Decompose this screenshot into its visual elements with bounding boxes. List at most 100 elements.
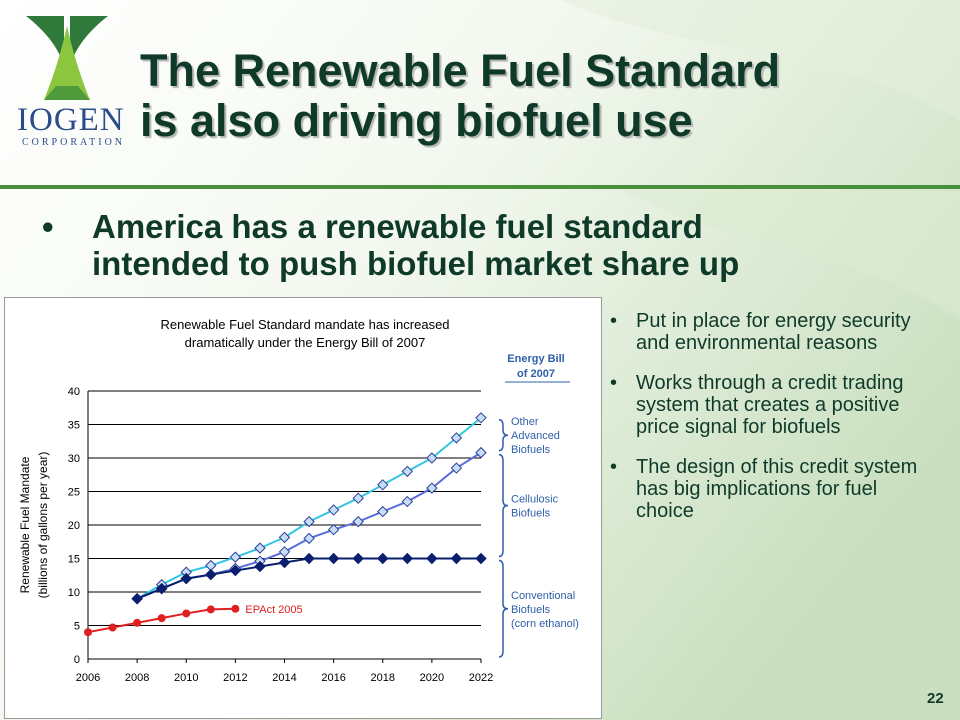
data-point [377,552,389,565]
data-point [352,515,364,528]
x-tick-label: 2012 [223,672,247,684]
x-tick-label: 2014 [272,672,296,684]
x-tick-label: 2018 [371,672,395,684]
category-brace [498,559,509,658]
data-point [84,628,92,637]
data-point [303,532,315,545]
category-label: Advanced [511,430,560,442]
y-tick-label: 25 [68,487,80,499]
data-point [229,551,242,563]
data-point [401,552,414,565]
data-point [303,552,315,565]
slide-title-line-1: The Renewable Fuel Standard [140,45,781,96]
side-bullet-text: Works through a credit trading system th… [636,372,904,438]
side-bullet-item: • Works through a credit trading system … [608,372,938,438]
data-point [352,492,364,504]
data-point [327,504,340,516]
data-point [426,452,438,464]
plot-area: 0 5 10 15 20 25 30 35 40 2006 2008 2010 2012 2014 2016… [18,386,579,684]
y-tick-label: 40 [68,386,80,398]
data-point [133,618,142,627]
data-point [475,552,487,565]
epact-series-label: EPAct 2005 [245,604,302,616]
data-point [278,556,291,569]
data-point [157,614,166,623]
energy-bill-label-line-2: of 2007 [517,368,555,380]
side-bullet-item: • Put in place for energy security and e… [608,310,938,354]
y-tick-label: 20 [68,520,80,532]
bullet-marker: • [42,208,54,245]
data-point [352,552,364,565]
chart-title-line-2: dramatically under the Energy Bill of 20… [185,335,426,350]
y-tick-label: 15 [68,554,80,566]
data-point [278,531,291,544]
data-point [254,560,266,573]
y-tick-label: 35 [68,420,80,432]
y-tick-label: 0 [74,654,80,666]
category-label: Cellulosic [511,494,559,506]
side-bullet-text: The design of this credit system has big… [636,456,918,522]
data-point [401,465,414,478]
data-point [426,482,438,494]
data-point [426,552,438,565]
category-brace [498,419,509,452]
data-point [155,582,168,595]
x-tick-label: 2006 [76,672,100,684]
y-tick-label: 30 [68,453,80,465]
data-point [254,542,266,554]
data-point [377,479,389,491]
side-bullet-text: Put in place for energy security and env… [636,310,911,354]
data-point [401,495,414,508]
category-label: Other [511,416,539,428]
page-number: 22 [927,690,944,707]
main-bullet-text: America has a renewable fuel standard in… [92,208,952,282]
category-label: Conventional [511,590,575,602]
category-label: Biofuels [511,508,551,520]
y-tick-label: 5 [74,621,80,633]
logo-subtitle: CORPORATION [22,137,126,148]
data-point [205,568,217,581]
chart-svg: Renewable Fuel Standard mandate has incr… [18,317,579,684]
side-bullet-item: • The design of this credit system has b… [608,456,938,522]
data-point [450,462,463,474]
y-tick-label: 10 [68,587,80,599]
iogen-leaf-icon [26,16,108,100]
logo-wordmark: IOGEN [17,102,125,138]
slide-title: The Renewable Fuel Standard is also driv… [140,46,920,146]
title-divider [0,185,960,189]
data-point [303,515,315,528]
data-point [278,546,291,558]
data-point [475,446,487,459]
x-tick-label: 2010 [174,672,198,684]
data-point [327,523,340,536]
data-point [182,609,191,618]
data-point [450,552,463,565]
data-point [377,505,389,518]
y-axis-label-line-2: (billions of gallons per year) [36,452,50,599]
slide-title-line-2: is also driving biofuel use [140,95,693,146]
data-point [327,552,340,565]
bullet-marker: • [610,456,618,478]
x-tick-label: 2008 [125,672,149,684]
category-label: (corn ethanol) [511,618,579,630]
main-bullet-line-1: America has a renewable fuel standard [92,208,703,245]
data-point [231,604,240,613]
chart-title-line-1: Renewable Fuel Standard mandate has incr… [160,317,449,332]
x-tick-label: 2016 [321,672,345,684]
energy-bill-label-line-1: Energy Bill [507,353,564,365]
data-point [180,572,192,585]
main-bullet-line-2: intended to push biofuel market share up [92,245,740,282]
data-point [475,412,487,424]
y-axis-label-line-1: Renewable Fuel Mandate [18,456,32,593]
side-bullet-list: • Put in place for energy security and e… [608,310,938,540]
category-brace [498,453,509,558]
data-point [206,605,215,614]
x-tick-label: 2022 [469,672,493,684]
category-label: Biofuels [511,604,551,616]
data-point [229,564,242,577]
category-label: Biofuels [511,444,551,456]
bullet-marker: • [610,372,618,394]
data-point [108,623,117,632]
bullet-marker: • [610,310,618,332]
rfs-mandate-chart: Renewable Fuel Standard mandate has incr… [4,297,602,719]
